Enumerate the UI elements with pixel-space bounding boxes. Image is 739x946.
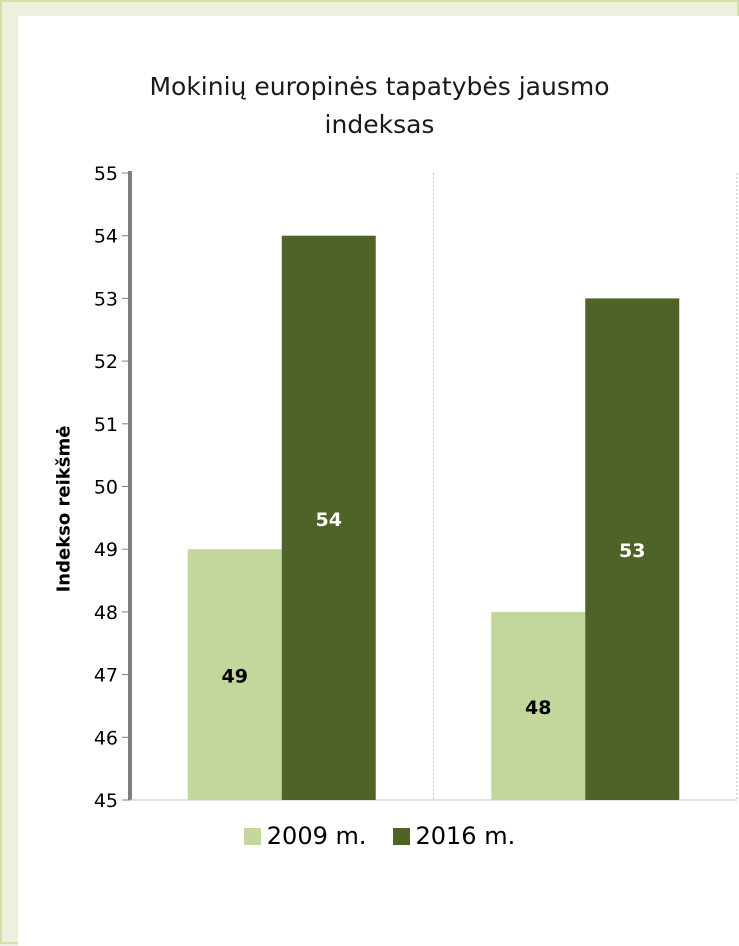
y-tick-label: 49 xyxy=(94,539,118,561)
y-tick-label: 45 xyxy=(94,790,118,812)
y-tick-label: 46 xyxy=(94,727,118,749)
y-tick-label: 50 xyxy=(94,477,118,499)
bar-2016m-0 xyxy=(281,235,376,800)
legend-item-2016: 2016 m. xyxy=(392,822,516,850)
legend-label-2016: 2016 m. xyxy=(415,822,516,850)
chart-panel: Mokinių europinės tapatybės jausmo indek… xyxy=(18,16,739,946)
data-label: 54 xyxy=(316,509,342,531)
y-tick-label: 53 xyxy=(94,288,118,310)
legend-swatch-2009 xyxy=(243,827,261,845)
data-label: 49 xyxy=(222,666,248,688)
y-tick-label: 47 xyxy=(94,665,118,687)
bar-2009m-1 xyxy=(491,611,586,800)
legend-swatch-2016 xyxy=(392,827,410,845)
bar-2016m-1 xyxy=(585,298,680,800)
legend: 2009 m. 2016 m. xyxy=(18,822,739,850)
bar-chart: 45464748495051525354554954Lietuva4853ICC… xyxy=(94,163,738,812)
y-tick-label: 48 xyxy=(94,602,118,624)
chart-title-line-1: Mokinių europinės tapatybės jausmo xyxy=(149,72,610,101)
y-tick-label: 54 xyxy=(94,226,118,248)
data-label: 53 xyxy=(619,540,645,562)
legend-item-2009: 2009 m. xyxy=(243,822,367,850)
bar-2009m-0 xyxy=(187,549,282,800)
data-label: 48 xyxy=(525,697,551,719)
y-tick-label: 51 xyxy=(94,414,118,436)
y-tick-label: 52 xyxy=(94,351,118,373)
chart-title-line-2: indeksas xyxy=(324,110,435,139)
y-tick-label: 55 xyxy=(94,163,118,185)
legend-label-2009: 2009 m. xyxy=(266,822,367,850)
